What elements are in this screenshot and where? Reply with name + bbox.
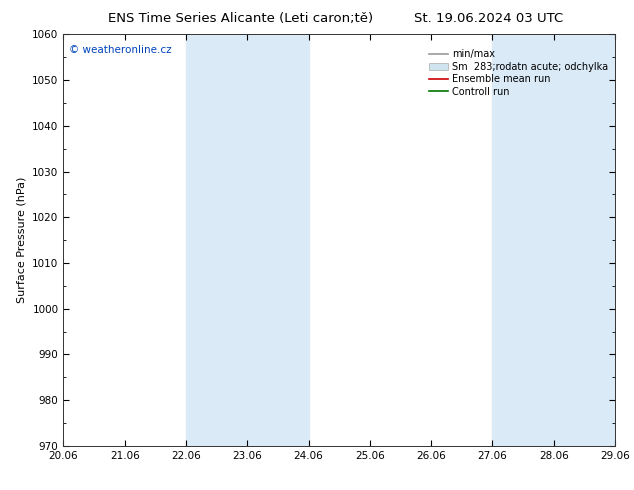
Text: © weatheronline.cz: © weatheronline.cz xyxy=(69,45,172,54)
Text: St. 19.06.2024 03 UTC: St. 19.06.2024 03 UTC xyxy=(413,12,563,25)
Bar xyxy=(493,34,615,446)
Legend: min/max, Sm  283;rodatn acute; odchylka, Ensemble mean run, Controll run: min/max, Sm 283;rodatn acute; odchylka, … xyxy=(427,48,610,98)
Y-axis label: Surface Pressure (hPa): Surface Pressure (hPa) xyxy=(16,177,27,303)
Text: ENS Time Series Alicante (Leti caron;tě): ENS Time Series Alicante (Leti caron;tě) xyxy=(108,12,373,25)
Bar xyxy=(186,34,309,446)
